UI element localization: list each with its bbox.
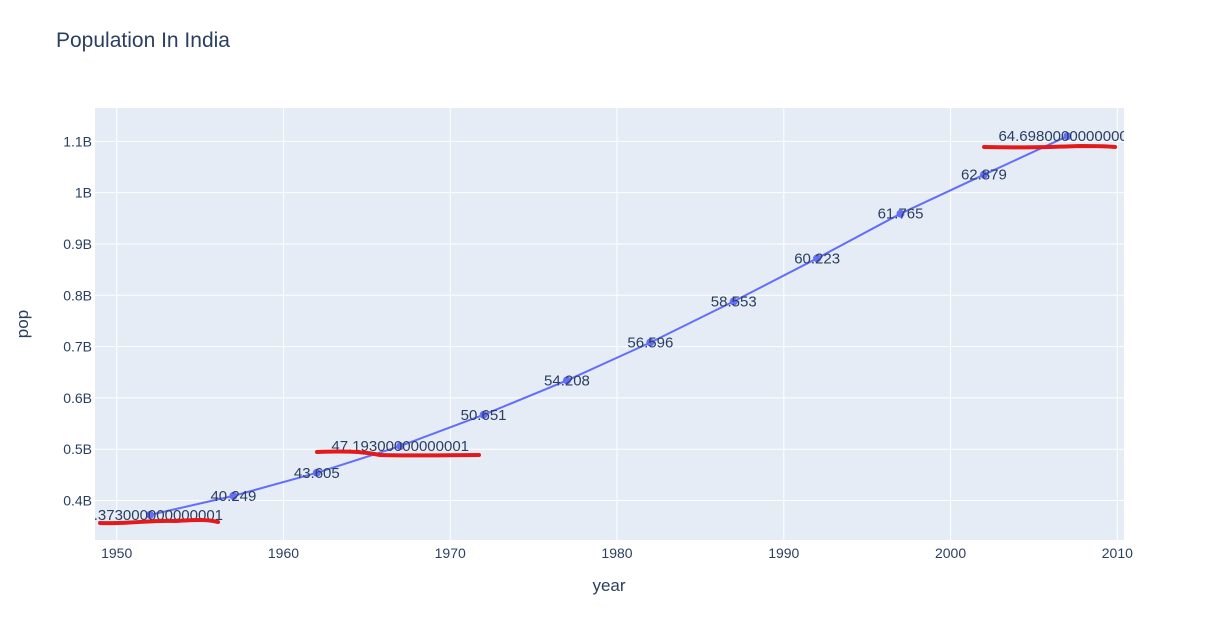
y-tick-label: 1B (75, 185, 92, 201)
data-label: 43.605 (294, 465, 340, 482)
data-point (312, 468, 321, 477)
chart-title: Population In India (56, 29, 230, 52)
x-tick-label: 1960 (268, 545, 299, 561)
data-label: 54.208 (544, 372, 590, 389)
data-label: 58.553 (711, 293, 757, 310)
axis-ticks: 1950 1960 1970 1980 1990 2000 2010 0.4B 0.5B 0.6B… (63, 133, 1133, 561)
data-label: 56.596 (627, 334, 673, 351)
annotation-underline (98, 518, 220, 526)
y-tick-label: 0.4B (63, 492, 92, 508)
data-label: 47.19300000000001 (331, 438, 469, 455)
x-tick-label: 1980 (601, 545, 632, 561)
x-tick-label: 2010 (1102, 545, 1133, 561)
data-point (646, 338, 655, 347)
x-tick-label: 1950 (101, 545, 132, 561)
data-point (562, 376, 571, 385)
grid-lines (95, 108, 1124, 540)
data-point (146, 510, 155, 519)
y-axis-title: pop (13, 310, 32, 338)
data-label: 64.69800000000001 (998, 128, 1136, 145)
x-tick-label: 1970 (435, 545, 466, 561)
annotation-underline (982, 143, 1117, 150)
series-layer (146, 132, 1072, 519)
data-point (396, 442, 405, 451)
data-label: 50.651 (461, 407, 507, 424)
y-tick-label: 0.9B (63, 236, 92, 252)
data-point (479, 410, 488, 419)
data-point (1063, 132, 1072, 141)
data-label-layer: 37.37300000000000140.24943.60547.1930000… (95, 128, 1136, 524)
data-point (729, 297, 738, 306)
x-axis-title: year (592, 576, 625, 595)
data-label: 61.765 (878, 206, 924, 223)
y-tick-label: 0.5B (63, 441, 92, 457)
data-point (979, 170, 988, 179)
x-tick-label: 2000 (935, 545, 966, 561)
plot-background (95, 108, 1124, 540)
data-point (813, 254, 822, 263)
series-line (149, 135, 1068, 516)
y-tick-label: 1.1B (63, 133, 92, 149)
data-point (229, 491, 238, 500)
data-label: 62.879 (961, 167, 1007, 184)
y-tick-label: 0.6B (63, 390, 92, 406)
annotation-underline (315, 449, 481, 458)
data-point (896, 209, 905, 218)
y-tick-label: 0.8B (63, 287, 92, 303)
x-tick-label: 1990 (768, 545, 799, 561)
annotation-marks (98, 143, 1117, 526)
y-tick-label: 0.7B (63, 339, 92, 355)
data-label: 60.223 (794, 250, 840, 267)
data-label: 40.249 (210, 488, 256, 505)
